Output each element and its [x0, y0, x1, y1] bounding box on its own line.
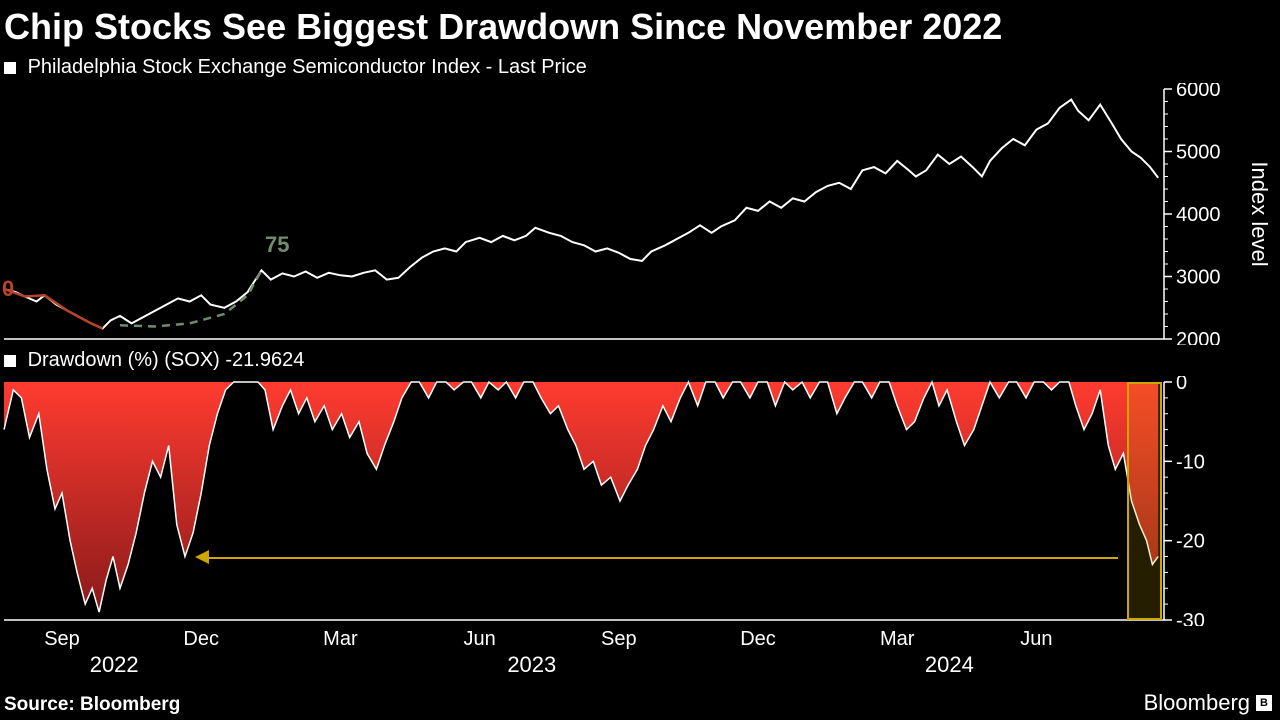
bottom-legend-text: Drawdown (%) (SOX) -21.9624	[28, 349, 305, 371]
x-axis-month: Sep	[44, 628, 80, 651]
drawdown-area-chart: 0 -10 -20 -30	[0, 376, 1220, 626]
svg-text:2000: 2000	[1176, 329, 1220, 345]
x-axis-month: Mar	[880, 628, 914, 651]
annotation-green: 75	[265, 232, 289, 258]
price-line-chart: 2000 3000 4000 5000 6000	[0, 83, 1220, 345]
x-axis-year: 2024	[925, 652, 974, 678]
x-axis-month: Sep	[601, 628, 637, 651]
x-axis-year: 2023	[507, 652, 556, 678]
svg-text:-30: -30	[1176, 610, 1205, 626]
bottom-legend: Drawdown (%) (SOX) -21.9624	[0, 345, 1280, 376]
svg-text:6000: 6000	[1176, 83, 1220, 101]
svg-text:-20: -20	[1176, 531, 1205, 553]
svg-text:5000: 5000	[1176, 142, 1220, 164]
legend-swatch-icon	[4, 62, 16, 74]
svg-text:4000: 4000	[1176, 204, 1220, 226]
svg-text:-10: -10	[1176, 451, 1205, 473]
top-legend-text: Philadelphia Stock Exchange Semiconducto…	[28, 56, 587, 78]
index-level-axis-label: Index level	[1246, 161, 1272, 266]
legend-swatch-icon	[4, 355, 16, 367]
brand-logo-icon: B	[1256, 695, 1272, 711]
highlight-box	[1127, 382, 1162, 620]
x-axis-month: Mar	[323, 628, 357, 651]
top-legend: Philadelphia Stock Exchange Semiconducto…	[0, 48, 1280, 83]
x-axis-month: Dec	[183, 628, 219, 651]
x-axis-month: Jun	[1020, 628, 1052, 651]
bloomberg-brand: Bloomberg B	[1144, 690, 1272, 716]
x-axis-month: Dec	[740, 628, 776, 651]
svg-text:0: 0	[1176, 376, 1187, 394]
drawdown-chart-panel: 0 -10 -20 -30	[0, 376, 1280, 626]
arrow-line	[207, 557, 1118, 559]
x-axis-year: 2022	[90, 652, 139, 678]
annotation-red: 0	[2, 276, 14, 302]
svg-text:3000: 3000	[1176, 267, 1220, 289]
brand-text: Bloomberg	[1144, 690, 1250, 716]
time-axis: Sep Dec Mar Jun Sep Dec Mar Jun 2022 2023 2024	[0, 626, 1280, 682]
x-axis-month: Jun	[463, 628, 495, 651]
arrow-left-icon	[195, 550, 209, 564]
chart-title: Chip Stocks See Biggest Drawdown Since N…	[0, 0, 1280, 48]
source-attribution: Source: Bloomberg	[4, 694, 180, 716]
price-chart-panel: 2000 3000 4000 5000 6000 Index level 0 75	[0, 83, 1280, 345]
